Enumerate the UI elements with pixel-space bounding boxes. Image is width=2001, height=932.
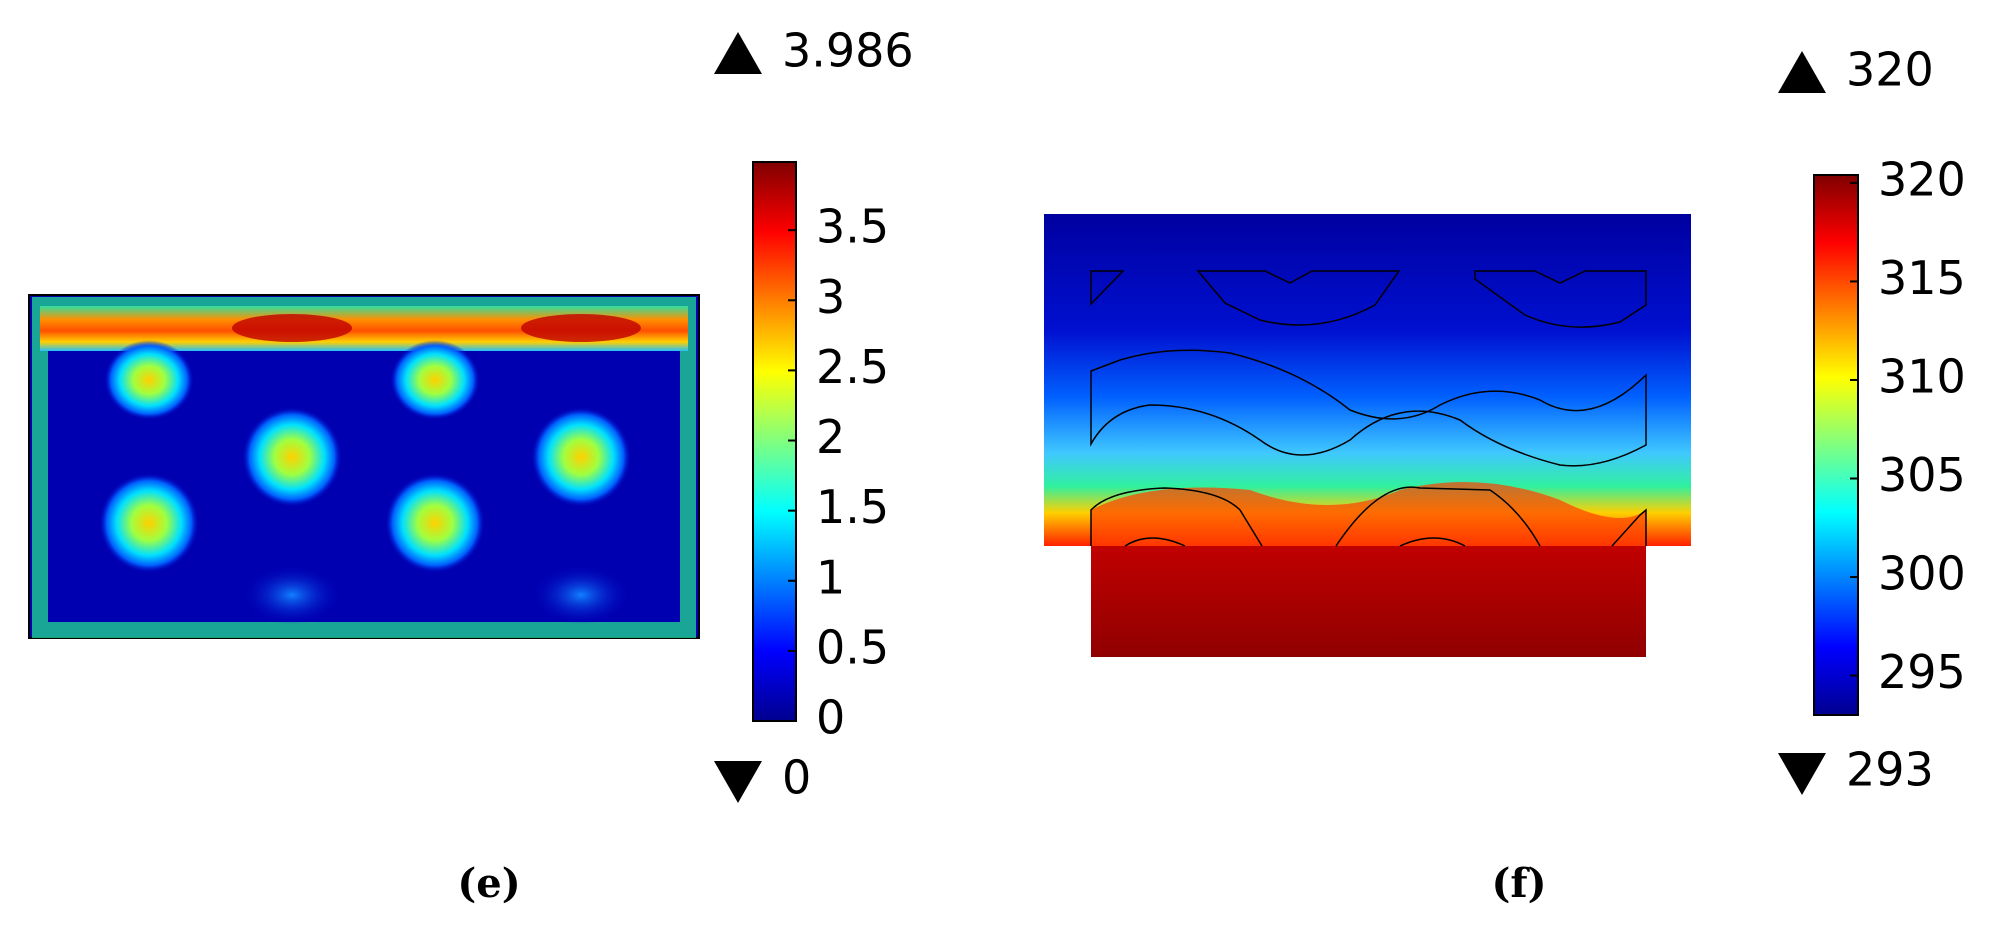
- colorbar-tick-label: 300: [1878, 547, 1966, 601]
- colorbar-tick-label: 295: [1878, 645, 1966, 699]
- min-triangle: [1778, 753, 1826, 795]
- max-label: 320: [1846, 43, 1934, 97]
- colorbar-tick-label: 320: [1878, 152, 1966, 206]
- max-triangle: [714, 32, 762, 74]
- field-f: [1044, 214, 1691, 657]
- caption: (f): [1491, 860, 1546, 907]
- colorbar-tick-label: 315: [1878, 251, 1966, 305]
- min-triangle: [714, 761, 762, 803]
- colorbar-tick-label: 305: [1878, 448, 1966, 502]
- min-label: 293: [1846, 743, 1934, 797]
- max-label: 3.986: [782, 24, 914, 78]
- colorbar-tick-label: 310: [1878, 349, 1966, 403]
- colorbar-tick-label: 1: [816, 550, 845, 604]
- min-label: 0: [782, 751, 811, 805]
- colorbar: [1813, 174, 1859, 716]
- colorbar-tick-label: 2.5: [816, 340, 889, 394]
- colorbar-tick-label: 3: [816, 270, 845, 324]
- colorbar-tick-label: 3.5: [816, 200, 889, 254]
- caption: (e): [457, 860, 520, 907]
- field-e: [28, 294, 700, 639]
- colorbar-tick-label: 0.5: [816, 620, 889, 674]
- colorbar-tick-label: 1.5: [816, 480, 889, 534]
- colorbar-tick-label: 2: [816, 410, 845, 464]
- colorbar-tick-label: 0: [816, 691, 845, 745]
- max-triangle: [1778, 51, 1826, 93]
